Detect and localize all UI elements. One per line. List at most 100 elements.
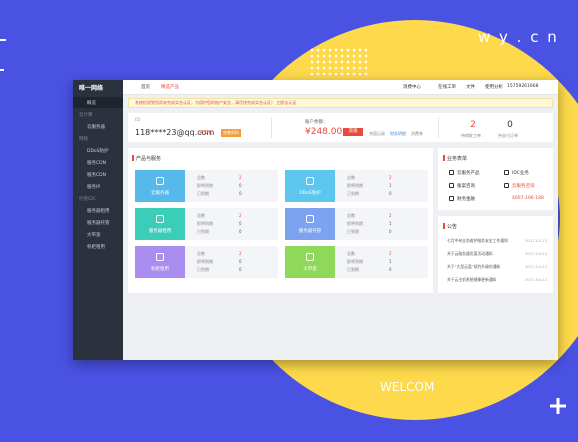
dot bbox=[334, 54, 338, 58]
notice-bar bbox=[128, 98, 553, 108]
top-link[interactable]: 使用分析 bbox=[485, 85, 503, 90]
sidebar-item[interactable]: 概览 bbox=[87, 101, 96, 106]
dot bbox=[328, 72, 332, 76]
sidebar-group: 托管IDC bbox=[79, 197, 96, 202]
tile-row-label: 总数 bbox=[347, 175, 355, 180]
tile-row-label: 总数 bbox=[347, 251, 355, 256]
dot bbox=[340, 54, 344, 58]
dot bbox=[358, 54, 362, 58]
quick-icon bbox=[504, 170, 509, 175]
tile-name[interactable]: 大带宽 bbox=[303, 267, 317, 272]
announce-item[interactable]: 关于“大型云盘”续约升级的通知 bbox=[447, 264, 501, 269]
nav-link[interactable]: 精选产品 bbox=[161, 85, 179, 90]
announce-item[interactable]: 关于云主机系统镜像更新通知 bbox=[447, 277, 497, 282]
sidebar-item[interactable]: 服务CDN bbox=[87, 161, 106, 166]
quick-icon bbox=[504, 183, 509, 188]
quick-link[interactable]: 备案咨询 bbox=[457, 184, 475, 189]
site-text: w y . c n bbox=[478, 28, 559, 46]
dot bbox=[310, 48, 314, 52]
quick-link[interactable]: 财务金融 bbox=[457, 197, 475, 202]
stat-value: 0 bbox=[507, 120, 513, 130]
announce-card bbox=[438, 216, 553, 293]
top-link[interactable]: 消费中心 bbox=[403, 85, 421, 90]
sidebar-item[interactable]: 大带宽 bbox=[87, 233, 101, 238]
quick-link[interactable]: 云服务产品 bbox=[457, 171, 480, 176]
sidebar-active bbox=[73, 97, 123, 108]
announce-title: 公告 bbox=[447, 224, 458, 230]
dot bbox=[316, 72, 320, 76]
quick-icon bbox=[449, 183, 454, 188]
divider bbox=[438, 117, 439, 138]
dot bbox=[352, 54, 356, 58]
nav-link[interactable]: 首页 bbox=[141, 85, 150, 90]
dot bbox=[340, 48, 344, 52]
dot bbox=[316, 48, 320, 52]
recharge-button[interactable]: 充值 bbox=[343, 128, 363, 136]
stat-label: 待支付订单 bbox=[498, 133, 518, 138]
card-accent bbox=[443, 155, 445, 161]
dot bbox=[364, 54, 368, 58]
balance-link[interactable]: 消费券 bbox=[411, 131, 423, 136]
quick-title: 业务表单 bbox=[447, 156, 468, 162]
dot bbox=[340, 60, 344, 64]
top-link[interactable]: 15759261668 bbox=[507, 84, 539, 89]
balance-link[interactable]: 财务明细 bbox=[390, 131, 406, 136]
tile-name[interactable]: 机柜租用 bbox=[151, 267, 169, 272]
dot bbox=[364, 72, 368, 76]
tile-row-value: 0 bbox=[239, 229, 242, 234]
notice-text: 系统检测到您尚未完成实名认证，为保护您的账户安全，请尽快完成实名认证！ 立即去认… bbox=[135, 100, 297, 105]
sidebar-item[interactable]: 服务器托管 bbox=[87, 221, 110, 226]
balance-link[interactable]: 充值记录 bbox=[369, 131, 385, 136]
dot bbox=[316, 60, 320, 64]
announce-date: 2017-04-12 bbox=[525, 277, 548, 282]
divider bbox=[271, 117, 272, 138]
tile-name[interactable]: 服务器托管 bbox=[298, 229, 322, 234]
app-window: 唯一网络 首页 精选产品 消费中心 在线工单 文件 使用分析 15759261668 概览 云计算… bbox=[73, 80, 558, 360]
tile-row-value: 0 bbox=[239, 221, 242, 226]
tile-icon bbox=[306, 253, 314, 261]
dot bbox=[364, 66, 368, 70]
profile-badge[interactable]: 完善资料 bbox=[221, 129, 241, 137]
card-accent bbox=[443, 223, 445, 229]
sidebar-item[interactable]: DDoS防护 bbox=[87, 149, 109, 154]
quick-card bbox=[438, 148, 553, 210]
tile-row-value: 1 bbox=[389, 183, 392, 188]
sidebar-item[interactable]: 云服务器 bbox=[87, 125, 105, 130]
dot bbox=[358, 48, 362, 52]
tile-row-value: 0 bbox=[239, 259, 242, 264]
sidebar-item[interactable]: 服务IP bbox=[87, 185, 101, 190]
tile-icon-panel bbox=[135, 246, 185, 278]
dot-pattern bbox=[310, 48, 368, 76]
tile-name[interactable]: 云服务器 bbox=[151, 191, 169, 196]
hotline: 4007-166-188 bbox=[512, 196, 544, 201]
announce-item[interactable]: 七月中旬业务维护服务安全工作通知 bbox=[447, 238, 508, 243]
tile-name[interactable]: DDoS防护 bbox=[299, 191, 321, 196]
dot bbox=[328, 54, 332, 58]
card-accent bbox=[132, 155, 134, 161]
tile-row-label: 即将到期 bbox=[197, 221, 213, 226]
dot bbox=[334, 72, 338, 76]
tile-row-label: 即将到期 bbox=[197, 183, 213, 188]
quick-link[interactable]: 云服务咨询 bbox=[512, 184, 535, 189]
announce-date: 2017-04-12 bbox=[525, 264, 548, 269]
dot bbox=[310, 60, 314, 64]
quick-link[interactable]: IDC业务 bbox=[512, 171, 529, 176]
tile-row-label: 总数 bbox=[347, 213, 355, 218]
announce-item[interactable]: 关于云服务器优惠活动通知 bbox=[447, 251, 493, 256]
logo: 唯一网络 bbox=[79, 85, 104, 92]
stat-value: 2 bbox=[470, 120, 476, 130]
balance-amount: ¥248.00 bbox=[305, 127, 343, 137]
sidebar-item[interactable]: 服务器租用 bbox=[87, 209, 110, 214]
dot bbox=[334, 60, 338, 64]
sidebar bbox=[73, 80, 123, 360]
top-link[interactable]: 在线工单 bbox=[438, 85, 456, 90]
top-link[interactable]: 文件 bbox=[466, 85, 475, 90]
sidebar-item[interactable]: 服务CDN bbox=[87, 173, 106, 178]
dot bbox=[340, 72, 344, 76]
sidebar-item[interactable]: 机柜租用 bbox=[87, 245, 105, 250]
tile-name[interactable]: 服务器租用 bbox=[148, 229, 172, 234]
dot bbox=[322, 54, 326, 58]
welcome-text: WELCOM bbox=[380, 380, 435, 394]
tile-row-label: 已到期 bbox=[197, 191, 209, 196]
